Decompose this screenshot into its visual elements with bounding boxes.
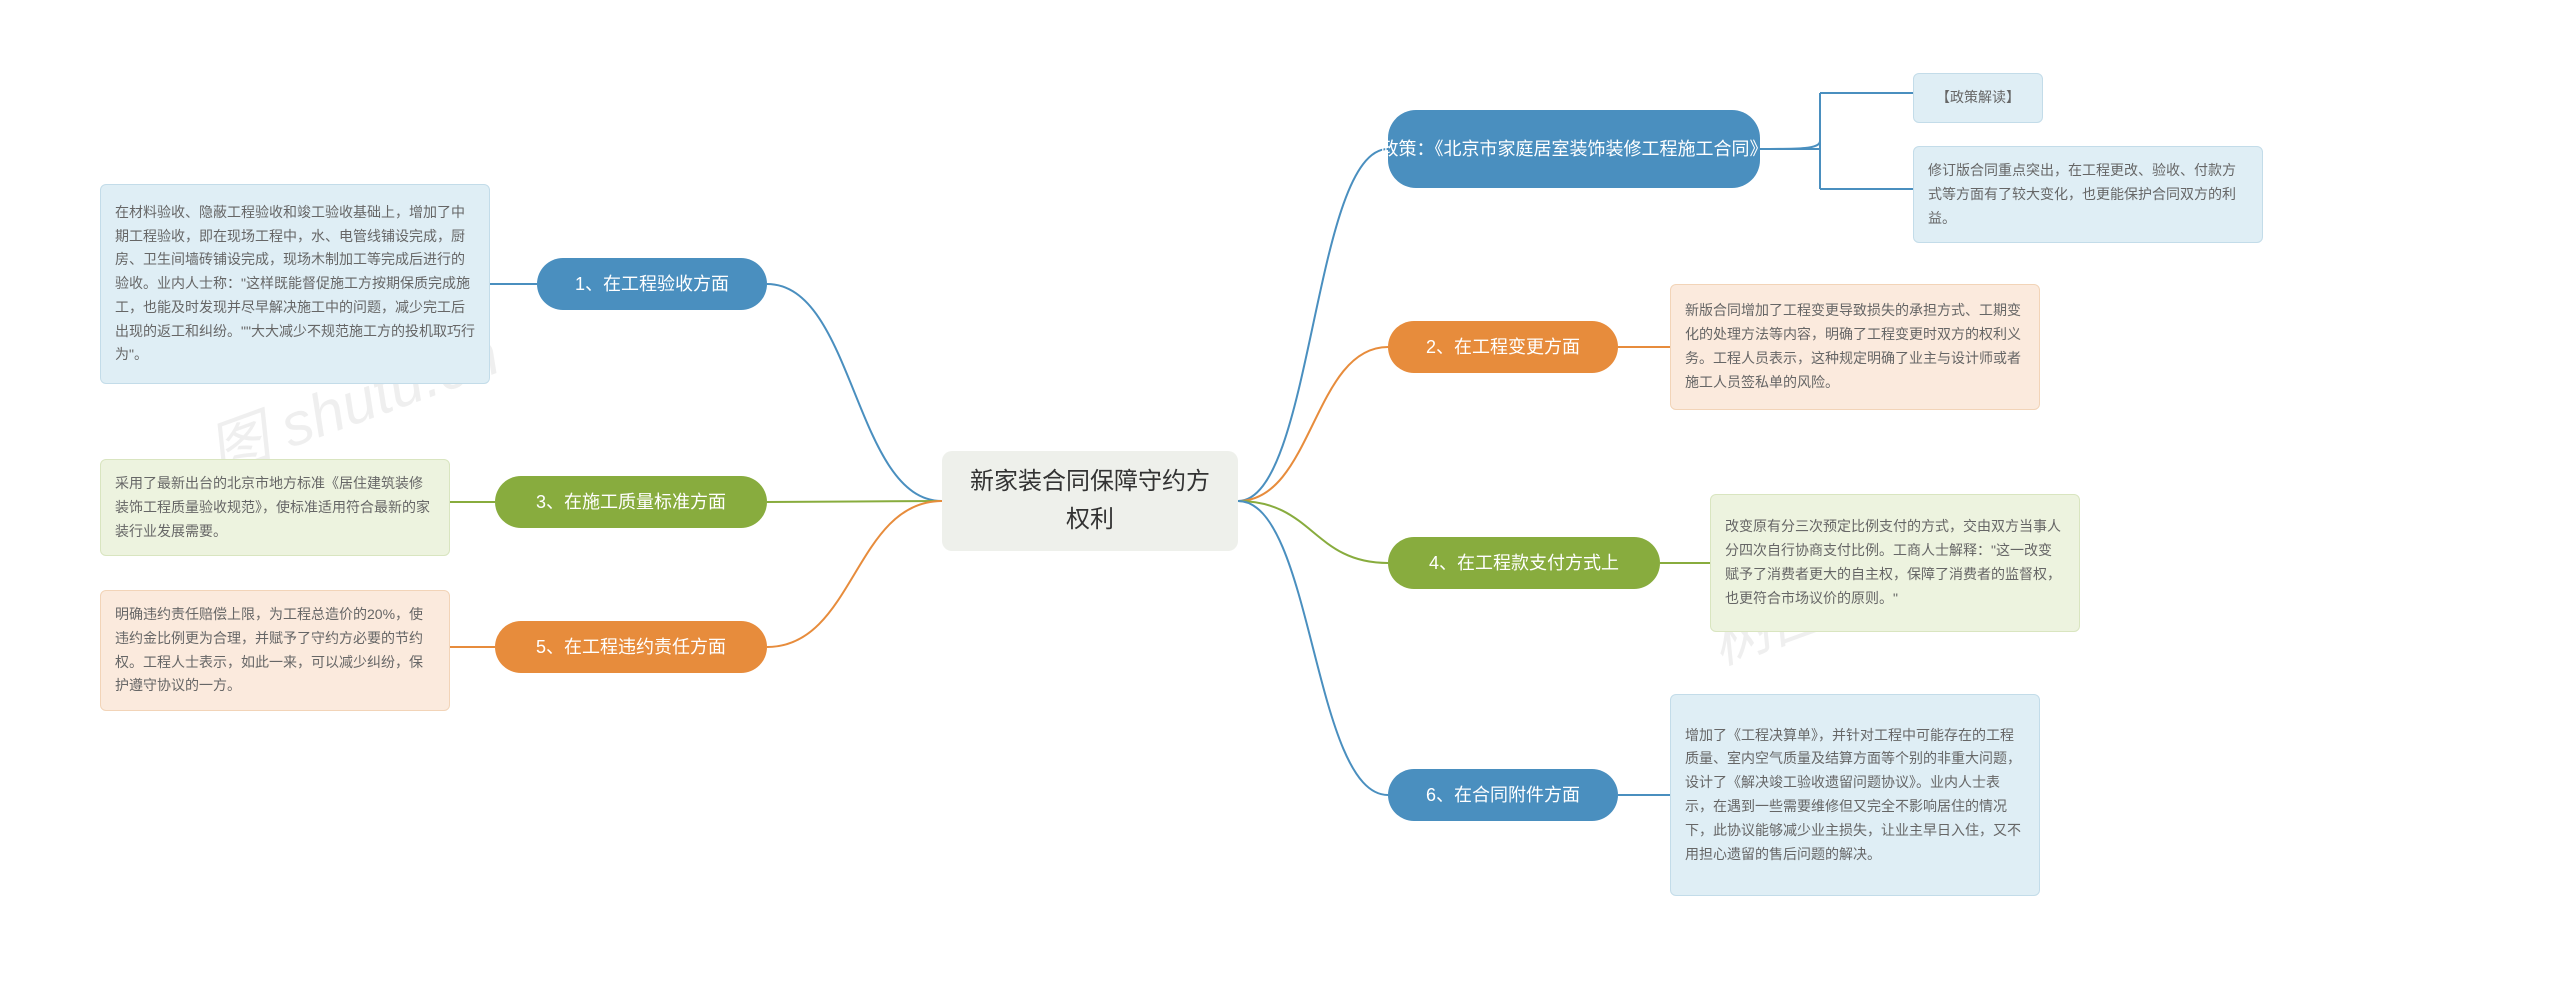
center-node: 新家装合同保障守约方权利 — [942, 451, 1238, 551]
branch-b1: 1、在工程验收方面 — [537, 258, 767, 310]
branch-b6: 6、在合同附件方面 — [1388, 769, 1618, 821]
branch-bp: 政策：《北京市家庭居室装饰装修工程施工合同》 — [1388, 110, 1760, 188]
detail-b4: 改变原有分三次预定比例支付的方式，交由双方当事人分四次自行协商支付比例。工商人士… — [1710, 494, 2080, 632]
detail-b6: 增加了《工程决算单》，并针对工程中可能存在的工程质量、室内空气质量及结算方面等个… — [1670, 694, 2040, 896]
branch-b3: 3、在施工质量标准方面 — [495, 476, 767, 528]
detail-bp-0: 【政策解读】 — [1913, 73, 2043, 123]
detail-b5: 明确违约责任赔偿上限，为工程总造价的20%，使违约金比例更为合理，并赋予了守约方… — [100, 590, 450, 711]
detail-bp-1: 修订版合同重点突出，在工程更改、验收、付款方式等方面有了较大变化，也更能保护合同… — [1913, 146, 2263, 243]
detail-b2: 新版合同增加了工程变更导致损失的承担方式、工期变化的处理方法等内容，明确了工程变… — [1670, 284, 2040, 410]
detail-b1: 在材料验收、隐蔽工程验收和竣工验收基础上，增加了中期工程验收，即在现场工程中，水… — [100, 184, 490, 384]
branch-b4: 4、在工程款支付方式上 — [1388, 537, 1660, 589]
branch-b5: 5、在工程违约责任方面 — [495, 621, 767, 673]
detail-b3: 采用了最新出台的北京市地方标准《居住建筑装修装饰工程质量验收规范》，使标准适用符… — [100, 459, 450, 556]
branch-b2: 2、在工程变更方面 — [1388, 321, 1618, 373]
